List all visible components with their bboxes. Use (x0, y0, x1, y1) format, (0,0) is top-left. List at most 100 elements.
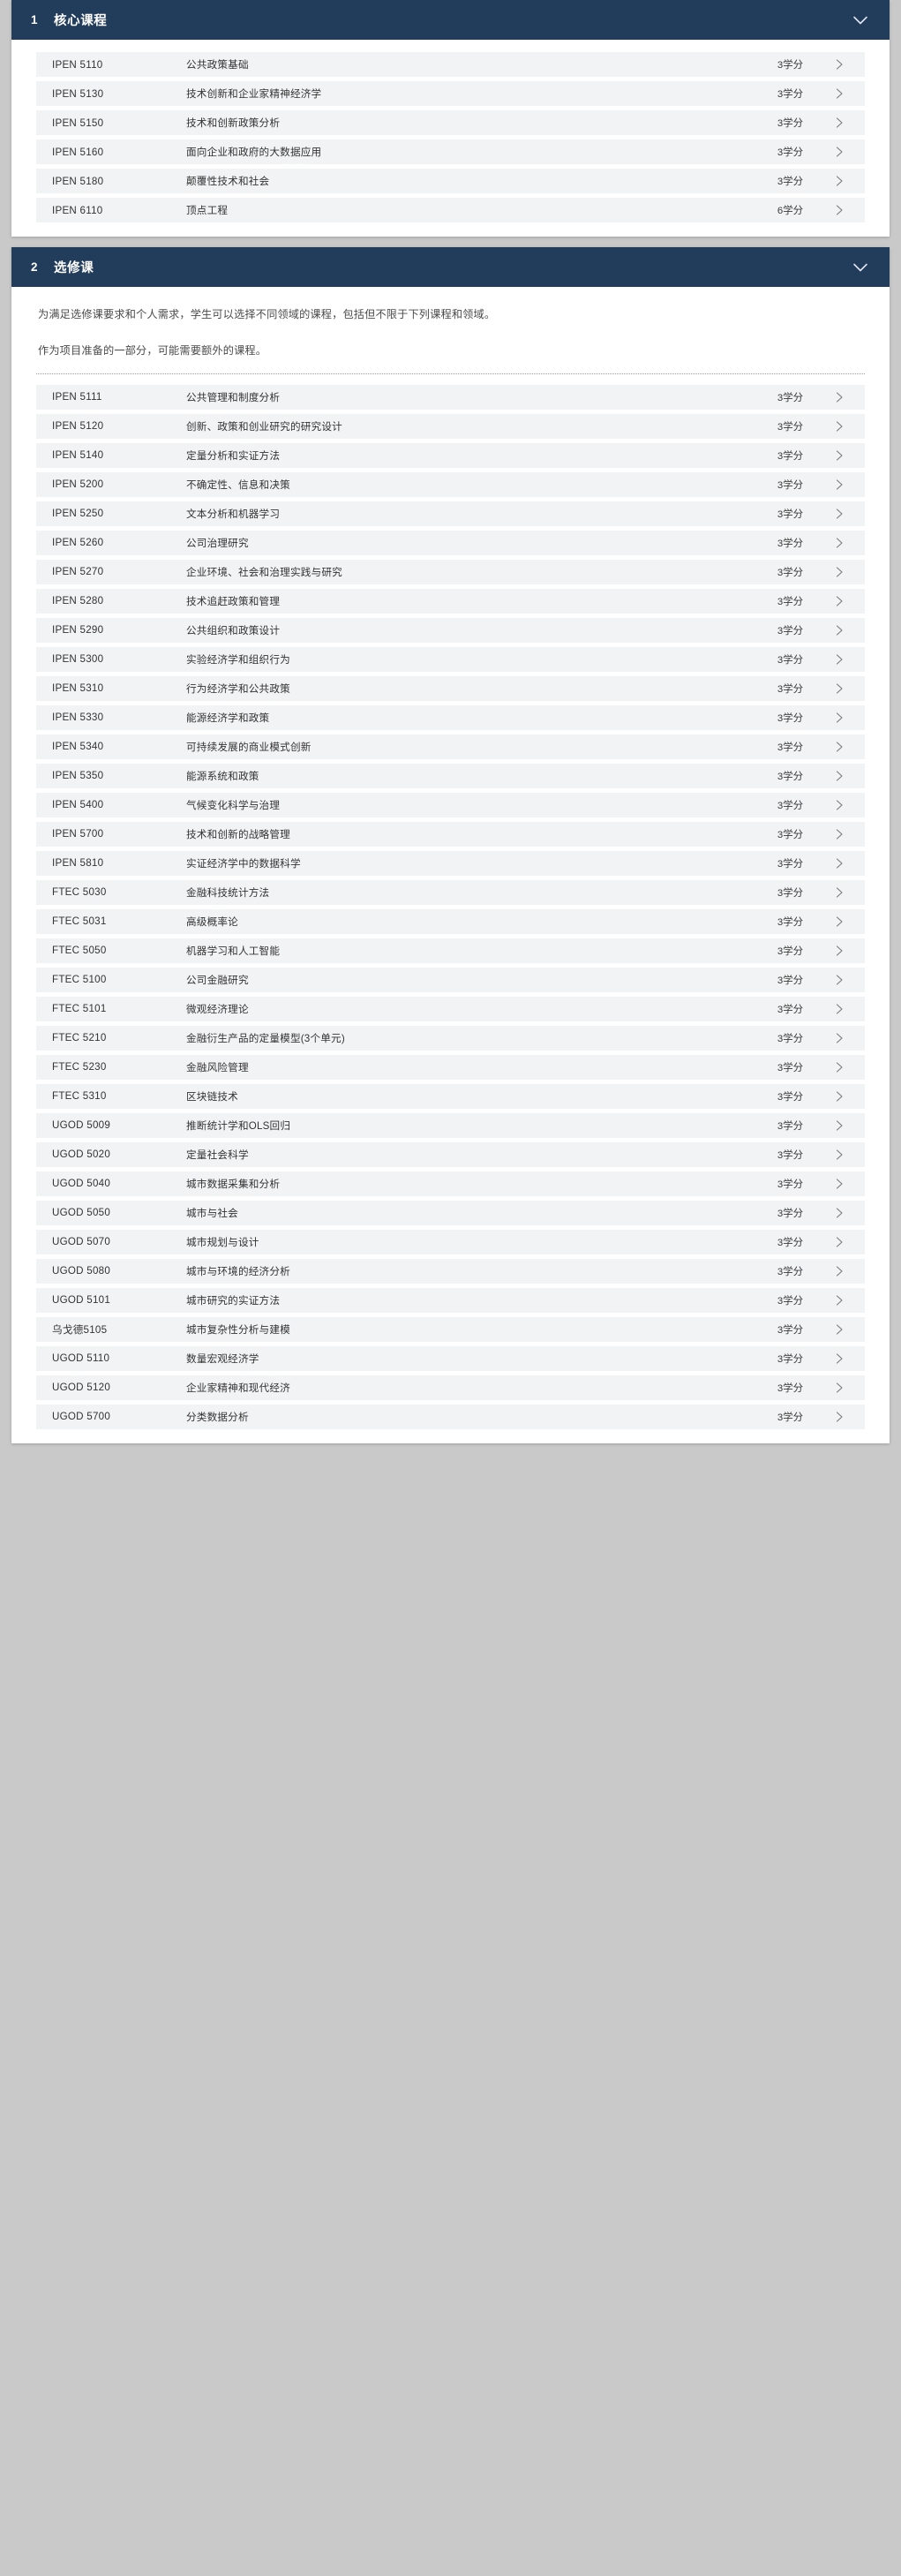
course-row[interactable]: FTEC 5310 区块链技术 3学分 (36, 1083, 865, 1109)
course-row[interactable]: IPEN 5150 技术和创新政策分析 3学分 (36, 110, 865, 135)
course-row[interactable]: UGOD 5009 推断统计学和OLS回归 3学分 (36, 1112, 865, 1138)
course-row[interactable]: IPEN 5700 技术和创新的战略管理 3学分 (36, 821, 865, 847)
course-row[interactable]: FTEC 5030 金融科技统计方法 3学分 (36, 879, 865, 905)
course-row[interactable]: UGOD 5050 城市与社会 3学分 (36, 1200, 865, 1225)
course-row[interactable]: UGOD 5070 城市规划与设计 3学分 (36, 1229, 865, 1254)
section-header-1[interactable]: 1 核心课程 (11, 0, 890, 40)
chevron-right-icon[interactable] (803, 1294, 849, 1307)
course-row[interactable]: IPEN 5270 企业环境、社会和治理实践与研究 3学分 (36, 559, 865, 584)
chevron-right-icon[interactable] (803, 1323, 849, 1336)
course-row[interactable]: UGOD 5101 城市研究的实证方法 3学分 (36, 1287, 865, 1313)
course-code: IPEN 6110 (52, 204, 103, 216)
chevron-right-icon[interactable] (803, 741, 849, 753)
course-row[interactable]: IPEN 5280 技术追赶政策和管理 3学分 (36, 588, 865, 614)
chevron-right-icon[interactable] (803, 566, 849, 578)
course-credits: 3学分 (777, 858, 803, 870)
chevron-right-icon[interactable] (803, 58, 849, 71)
chevron-right-icon[interactable] (803, 653, 849, 666)
course-row[interactable]: FTEC 5100 公司金融研究 3学分 (36, 967, 865, 992)
chevron-right-icon[interactable] (803, 682, 849, 695)
chevron-right-icon[interactable] (803, 537, 849, 549)
course-name: 技术和创新的战略管理 (186, 828, 290, 840)
chevron-right-icon[interactable] (803, 117, 849, 129)
chevron-right-icon[interactable] (803, 886, 849, 899)
course-row[interactable]: IPEN 5130 技术创新和企业家精神经济学 3学分 (36, 81, 865, 106)
course-row[interactable]: 乌戈德5105 城市复杂性分析与建模 3学分 (36, 1316, 865, 1342)
course-row[interactable]: UGOD 5700 分类数据分析 3学分 (36, 1404, 865, 1429)
chevron-right-icon[interactable] (803, 1352, 849, 1365)
course-credits: 3学分 (777, 596, 803, 607)
course-row[interactable]: IPEN 5340 可持续发展的商业模式创新 3学分 (36, 734, 865, 759)
course-row[interactable]: UGOD 5120 企业家精神和现代经济 3学分 (36, 1375, 865, 1400)
course-row[interactable]: IPEN 5310 行为经济学和公共政策 3学分 (36, 675, 865, 701)
course-row[interactable]: IPEN 5120 创新、政策和创业研究的研究设计 3学分 (36, 413, 865, 439)
chevron-right-icon[interactable] (803, 1411, 849, 1423)
chevron-right-icon[interactable] (803, 449, 849, 462)
chevron-right-icon[interactable] (803, 87, 849, 100)
course-name: 城市复杂性分析与建模 (186, 1323, 290, 1336)
chevron-right-icon[interactable] (803, 1207, 849, 1219)
section-header-2[interactable]: 2 选修课 (11, 247, 890, 287)
course-row[interactable]: UGOD 5020 定量社会科学 3学分 (36, 1141, 865, 1167)
chevron-right-icon[interactable] (803, 1236, 849, 1248)
chevron-right-icon[interactable] (803, 175, 849, 187)
chevron-right-icon[interactable] (803, 1032, 849, 1044)
section-body: 为满足选修课要求和个人需求，学生可以选择不同领域的课程，包括但不限于下列课程和领… (11, 287, 890, 1443)
chevron-right-icon[interactable] (803, 1061, 849, 1073)
chevron-right-icon[interactable] (803, 508, 849, 520)
course-row[interactable]: IPEN 5160 面向企业和政府的大数据应用 3学分 (36, 139, 865, 164)
chevron-right-icon[interactable] (803, 974, 849, 986)
course-row[interactable]: IPEN 5350 能源系统和政策 3学分 (36, 763, 865, 788)
course-row[interactable]: IPEN 5260 公司治理研究 3学分 (36, 530, 865, 555)
chevron-right-icon[interactable] (803, 1178, 849, 1190)
chevron-right-icon[interactable] (803, 1119, 849, 1132)
course-row[interactable]: IPEN 5810 实证经济学中的数据科学 3学分 (36, 850, 865, 876)
course-row[interactable]: UGOD 5040 城市数据采集和分析 3学分 (36, 1171, 865, 1196)
course-row[interactable]: IPEN 5180 颠覆性技术和社会 3学分 (36, 169, 865, 193)
course-row[interactable]: IPEN 5140 定量分析和实证方法 3学分 (36, 442, 865, 468)
chevron-right-icon[interactable] (803, 915, 849, 928)
chevron-right-icon[interactable] (803, 391, 849, 403)
chevron-right-icon[interactable] (803, 624, 849, 636)
course-row[interactable]: FTEC 5101 微观经济理论 3学分 (36, 996, 865, 1021)
chevron-right-icon[interactable] (803, 595, 849, 607)
chevron-right-icon[interactable] (803, 146, 849, 158)
course-row[interactable]: IPEN 5111 公共管理和制度分析 3学分 (36, 384, 865, 410)
chevron-down-icon[interactable] (851, 258, 870, 277)
course-row[interactable]: IPEN 5250 文本分析和机器学习 3学分 (36, 501, 865, 526)
course-name: 创新、政策和创业研究的研究设计 (186, 420, 342, 433)
course-row[interactable]: FTEC 5210 金融衍生产品的定量模型(3个单元) 3学分 (36, 1025, 865, 1051)
course-row[interactable]: IPEN 5400 气候变化科学与治理 3学分 (36, 792, 865, 817)
chevron-right-icon[interactable] (803, 204, 849, 216)
course-row[interactable]: FTEC 5230 金融风险管理 3学分 (36, 1054, 865, 1080)
course-row[interactable]: IPEN 5330 能源经济学和政策 3学分 (36, 704, 865, 730)
chevron-down-icon[interactable] (851, 11, 870, 30)
course-row[interactable]: UGOD 5110 数量宏观经济学 3学分 (36, 1345, 865, 1371)
chevron-right-icon[interactable] (803, 857, 849, 870)
course-code: FTEC 5031 (52, 915, 107, 928)
course-code: IPEN 5340 (52, 741, 104, 753)
chevron-right-icon[interactable] (803, 1149, 849, 1161)
chevron-right-icon[interactable] (803, 1382, 849, 1394)
course-credits: 3学分 (777, 1033, 803, 1044)
chevron-right-icon[interactable] (803, 420, 849, 433)
chevron-right-icon[interactable] (803, 945, 849, 957)
chevron-right-icon[interactable] (803, 1003, 849, 1015)
chevron-right-icon[interactable] (803, 1090, 849, 1103)
chevron-right-icon[interactable] (803, 1265, 849, 1277)
chevron-right-icon[interactable] (803, 712, 849, 724)
chevron-right-icon[interactable] (803, 799, 849, 811)
course-credits: 3学分 (777, 712, 803, 724)
chevron-right-icon[interactable] (803, 770, 849, 782)
course-row[interactable]: FTEC 5031 高级概率论 3学分 (36, 908, 865, 934)
course-row[interactable]: IPEN 5290 公共组织和政策设计 3学分 (36, 617, 865, 643)
course-row[interactable]: IPEN 5200 不确定性、信息和决策 3学分 (36, 471, 865, 497)
course-row[interactable]: IPEN 6110 顶点工程 6学分 (36, 198, 865, 222)
course-row[interactable]: IPEN 5300 实验经济学和组织行为 3学分 (36, 646, 865, 672)
chevron-right-icon[interactable] (803, 828, 849, 840)
course-row[interactable]: IPEN 5110 公共政策基础 3学分 (36, 52, 865, 77)
course-row[interactable]: FTEC 5050 机器学习和人工智能 3学分 (36, 938, 865, 963)
course-row[interactable]: UGOD 5080 城市与环境的经济分析 3学分 (36, 1258, 865, 1284)
chevron-right-icon[interactable] (803, 478, 849, 491)
course-credits: 3学分 (777, 538, 803, 549)
